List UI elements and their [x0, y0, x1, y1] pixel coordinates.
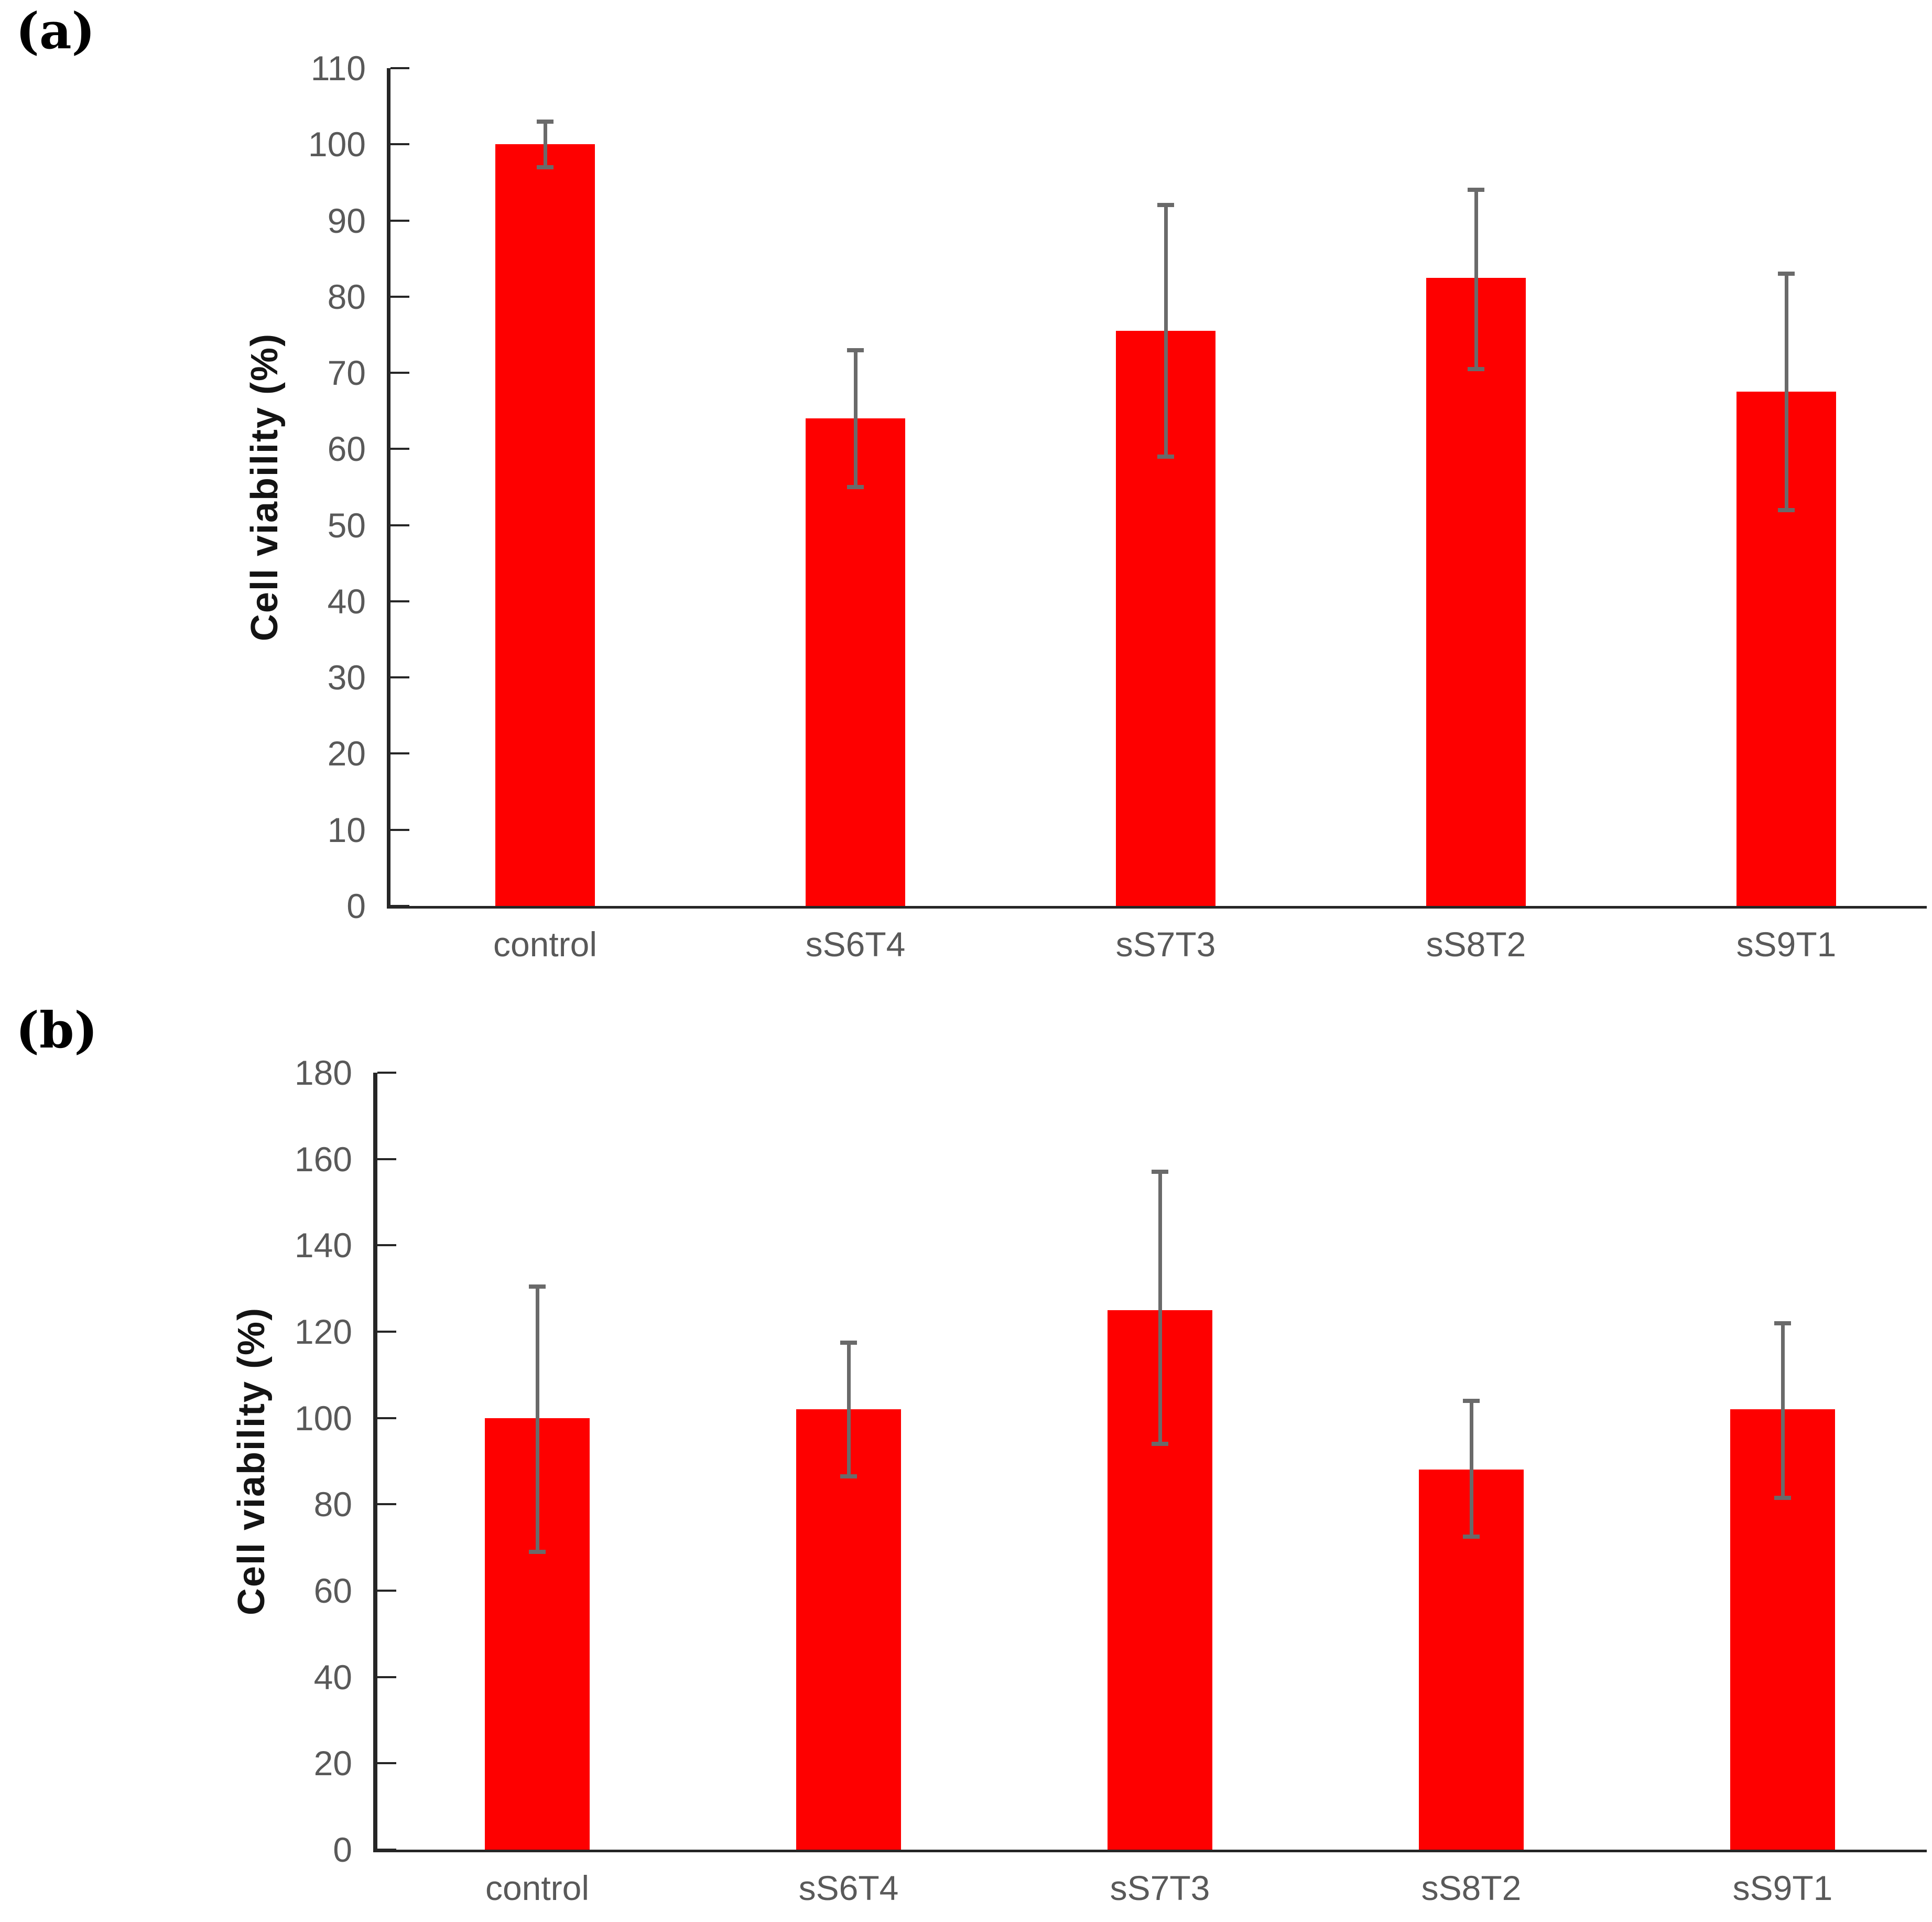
- y-tick-label: 20: [313, 1744, 352, 1783]
- error-bar-line: [1781, 1323, 1785, 1498]
- error-bar-line: [1470, 1400, 1473, 1537]
- y-axis-line: [373, 1073, 377, 1852]
- y-tick-label: 70: [327, 353, 366, 393]
- error-bar-line: [1474, 190, 1478, 369]
- x-category-label: control: [485, 1869, 590, 1907]
- x-category-label: sS9T1: [1732, 1869, 1833, 1907]
- y-tick-mark: [377, 1072, 396, 1074]
- y-tick-label: 160: [294, 1139, 352, 1179]
- x-axis-line: [387, 906, 1927, 909]
- x-category-label: control: [493, 925, 598, 964]
- error-bar-cap-top: [1468, 188, 1484, 192]
- y-tick-label: 120: [294, 1312, 352, 1351]
- y-tick-mark: [390, 905, 409, 907]
- error-bar-cap-bottom: [1152, 1442, 1168, 1446]
- y-tick-label: 0: [346, 887, 366, 925]
- y-tick-mark: [377, 1503, 396, 1506]
- y-tick-mark: [377, 1417, 396, 1419]
- bar: [806, 418, 905, 906]
- error-bar-line: [544, 121, 547, 167]
- y-tick-label: 180: [294, 1053, 352, 1092]
- error-bar-cap-bottom: [1157, 454, 1174, 459]
- y-tick-mark: [377, 1244, 396, 1247]
- x-category-label: sS9T1: [1736, 925, 1837, 964]
- error-bar-cap-bottom: [847, 485, 864, 489]
- x-category-label: sS7T3: [1115, 925, 1216, 964]
- y-tick-label: 100: [308, 125, 366, 164]
- error-bar-cap-bottom: [1468, 366, 1484, 371]
- y-tick-mark: [390, 828, 409, 831]
- y-tick-label: 40: [327, 581, 366, 621]
- y-tick-mark: [390, 295, 409, 298]
- y-tick-mark: [390, 752, 409, 755]
- error-bar-line: [536, 1286, 539, 1552]
- error-bar-cap-bottom: [1774, 1495, 1791, 1500]
- bar: [796, 1409, 901, 1850]
- y-tick-label: 90: [327, 201, 366, 240]
- error-bar-cap-bottom: [1463, 1535, 1480, 1539]
- y-tick-label: 40: [313, 1657, 352, 1697]
- y-tick-mark: [377, 1762, 396, 1765]
- y-tick-mark: [377, 1849, 396, 1851]
- y-axis-title: Cell viability (%): [244, 332, 286, 642]
- y-tick-mark: [390, 143, 409, 146]
- x-axis-line: [373, 1850, 1927, 1852]
- y-axis-title: Cell viability (%): [231, 1306, 273, 1616]
- y-tick-label: 140: [294, 1226, 352, 1265]
- y-tick-mark: [390, 676, 409, 679]
- y-tick-label: 110: [310, 49, 366, 88]
- error-bar-line: [854, 350, 858, 487]
- y-tick-label: 100: [294, 1398, 352, 1438]
- y-tick-mark: [390, 372, 409, 374]
- error-bar-line: [847, 1342, 851, 1476]
- y-tick-mark: [377, 1331, 396, 1333]
- error-bar-cap-top: [1157, 203, 1174, 208]
- y-tick-label: 30: [327, 658, 366, 697]
- y-tick-label: 60: [327, 429, 366, 469]
- error-bar-cap-top: [1463, 1398, 1480, 1403]
- panel-a-label: (a): [16, 2, 95, 60]
- y-tick-label: 0: [333, 1830, 352, 1869]
- y-tick-mark: [390, 67, 409, 69]
- y-tick-mark: [390, 600, 409, 602]
- x-category-label: sS8T2: [1421, 1869, 1522, 1907]
- y-tick-label: 80: [313, 1485, 352, 1524]
- y-tick-mark: [390, 219, 409, 222]
- error-bar-cap-top: [1774, 1321, 1791, 1325]
- error-bar-cap-top: [847, 348, 864, 352]
- x-category-label: sS6T4: [798, 1869, 899, 1907]
- y-tick-label: 10: [327, 810, 366, 849]
- error-bar-cap-bottom: [1778, 508, 1795, 512]
- y-tick-label: 50: [327, 505, 366, 545]
- error-bar-cap-top: [840, 1340, 857, 1345]
- error-bar-cap-bottom: [840, 1474, 857, 1478]
- y-tick-mark: [377, 1158, 396, 1160]
- y-tick-mark: [390, 448, 409, 450]
- error-bar-cap-bottom: [529, 1549, 546, 1554]
- y-tick-label: 80: [327, 277, 366, 316]
- error-bar-cap-bottom: [537, 165, 553, 169]
- y-tick-mark: [377, 1676, 396, 1678]
- error-bar-line: [1785, 274, 1788, 510]
- x-category-label: sS7T3: [1110, 1869, 1210, 1907]
- y-tick-mark: [390, 524, 409, 526]
- x-category-label: sS6T4: [805, 925, 906, 964]
- error-bar-line: [1164, 205, 1168, 457]
- bar: [495, 144, 595, 906]
- y-axis-line: [387, 68, 390, 909]
- error-bar-line: [1158, 1172, 1162, 1444]
- y-tick-mark: [377, 1590, 396, 1592]
- error-bar-cap-top: [529, 1284, 546, 1289]
- bar: [1426, 277, 1526, 906]
- x-category-label: sS8T2: [1426, 925, 1526, 964]
- error-bar-cap-top: [537, 119, 553, 124]
- panel-b-label: (b): [16, 1001, 98, 1060]
- y-tick-label: 20: [327, 734, 366, 773]
- error-bar-cap-top: [1778, 272, 1795, 276]
- error-bar-cap-top: [1152, 1170, 1168, 1174]
- y-tick-label: 60: [313, 1571, 352, 1610]
